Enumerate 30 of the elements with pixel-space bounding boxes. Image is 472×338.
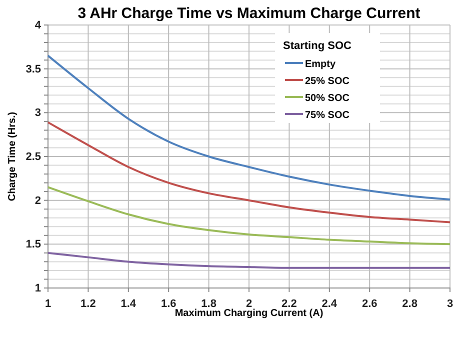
x-tick-label: 1 [44, 298, 52, 310]
y-tick-label: 2 [34, 194, 41, 207]
x-tick-label: 2 [246, 298, 252, 310]
line-series [47, 186, 451, 246]
line-series [47, 252, 451, 269]
x-tick-label: 3 [446, 298, 454, 310]
legend-label: 50% SOC [305, 93, 350, 104]
y-tick-label: 4 [34, 20, 42, 32]
y-tick-label: 1 [34, 282, 41, 295]
x-tick-label: 2.6 [362, 298, 378, 310]
x-tick-label: 2.4 [322, 298, 338, 310]
x-tick-label: 2.8 [402, 298, 418, 310]
y-tick-label: 2.5 [26, 151, 41, 164]
y-axis-title: Charge Time (Hrs.) [7, 112, 18, 202]
x-tick-label: 2.2 [282, 298, 297, 310]
x-axis-title: Maximum Charging Current (A) [174, 308, 324, 319]
x-tick-label: 1.6 [160, 298, 176, 310]
legend-title: Starting SOC [283, 40, 352, 52]
x-tick-label: 1.8 [201, 298, 216, 310]
y-tick-label: 1.5 [26, 238, 41, 251]
legend-label: 75% SOC [305, 110, 350, 121]
y-tick-label: 3 [34, 107, 41, 120]
legend-label: 25% SOC [305, 76, 350, 87]
x-tick-label: 1.4 [120, 298, 137, 310]
x-tick-label: 1.2 [80, 298, 96, 310]
legend-label: Empty [305, 59, 336, 70]
chart-title: 3 AHr Charge Time vs Maximum Charge Current [78, 5, 420, 22]
line-series [47, 54, 451, 200]
line-series [47, 121, 451, 224]
y-tick-label: 3.5 [26, 63, 41, 76]
